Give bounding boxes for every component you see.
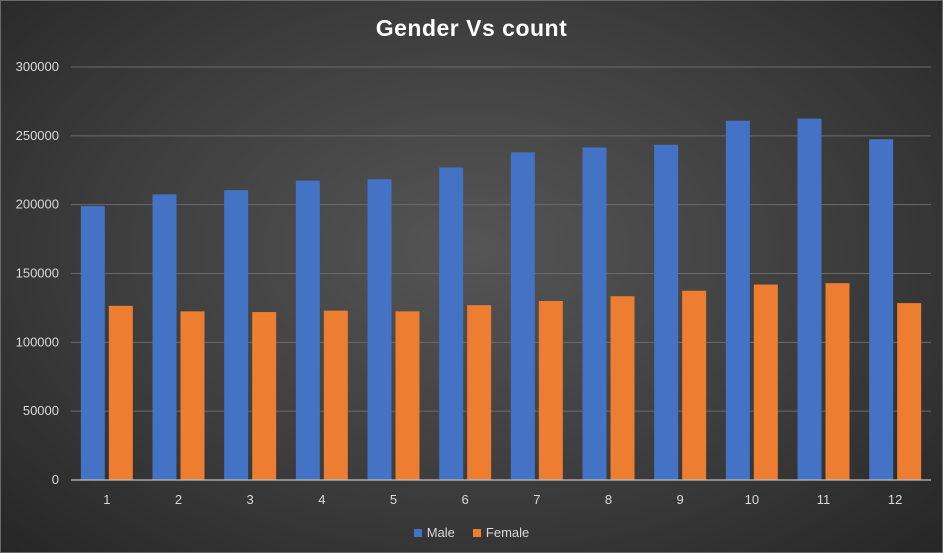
legend-swatch-male	[413, 528, 422, 537]
x-tick-label: 7	[533, 492, 540, 507]
y-tick-label: 250000	[16, 128, 59, 143]
x-tick-label: 5	[390, 492, 397, 507]
bar-female-12	[897, 303, 922, 480]
bar-male-11	[797, 118, 822, 480]
y-tick-label: 150000	[16, 266, 59, 281]
bar-female-10	[753, 284, 778, 480]
y-tick-label: 100000	[16, 334, 59, 349]
bar-male-5	[367, 179, 392, 480]
bar-female-6	[467, 305, 492, 480]
bar-male-9	[654, 144, 679, 480]
bar-female-1	[108, 305, 133, 480]
x-tick-label: 12	[888, 492, 902, 507]
legend: Male Female	[1, 525, 942, 540]
y-tick-label: 50000	[23, 403, 59, 418]
bar-male-10	[725, 120, 750, 480]
x-tick-label: 2	[175, 492, 182, 507]
bar-male-4	[295, 180, 320, 480]
legend-label-male: Male	[426, 525, 455, 540]
legend-swatch-female	[472, 528, 481, 537]
y-tick-label: 300000	[16, 59, 59, 74]
x-tick-label: 1	[103, 492, 110, 507]
bar-female-7	[538, 301, 563, 480]
legend-item-male: Male	[413, 525, 455, 540]
chart-title: Gender Vs count	[375, 15, 568, 41]
x-tick-label: 6	[462, 492, 469, 507]
bar-male-6	[439, 167, 464, 480]
bar-female-4	[323, 310, 348, 480]
y-tick-label: 0	[52, 472, 59, 487]
bar-female-11	[825, 283, 850, 480]
bar-female-5	[395, 311, 420, 480]
bar-female-2	[180, 311, 205, 480]
x-tick-label: 11	[817, 492, 831, 507]
legend-label-female: Female	[485, 525, 530, 540]
legend-item-female: Female	[472, 525, 530, 540]
bar-male-1	[80, 206, 105, 480]
bar-male-12	[869, 139, 894, 480]
x-tick-label: 10	[745, 492, 759, 507]
bar-male-2	[152, 194, 177, 480]
bar-female-9	[682, 290, 707, 480]
bar-male-7	[510, 152, 535, 480]
bar-female-3	[252, 312, 277, 480]
x-tick-label: 4	[318, 492, 325, 507]
bar-female-8	[610, 296, 635, 480]
bar-male-8	[582, 147, 607, 480]
x-tick-label: 8	[605, 492, 612, 507]
bar-male-3	[224, 190, 249, 480]
y-tick-label: 200000	[16, 197, 59, 212]
x-tick-label: 9	[677, 492, 684, 507]
x-tick-label: 3	[247, 492, 254, 507]
